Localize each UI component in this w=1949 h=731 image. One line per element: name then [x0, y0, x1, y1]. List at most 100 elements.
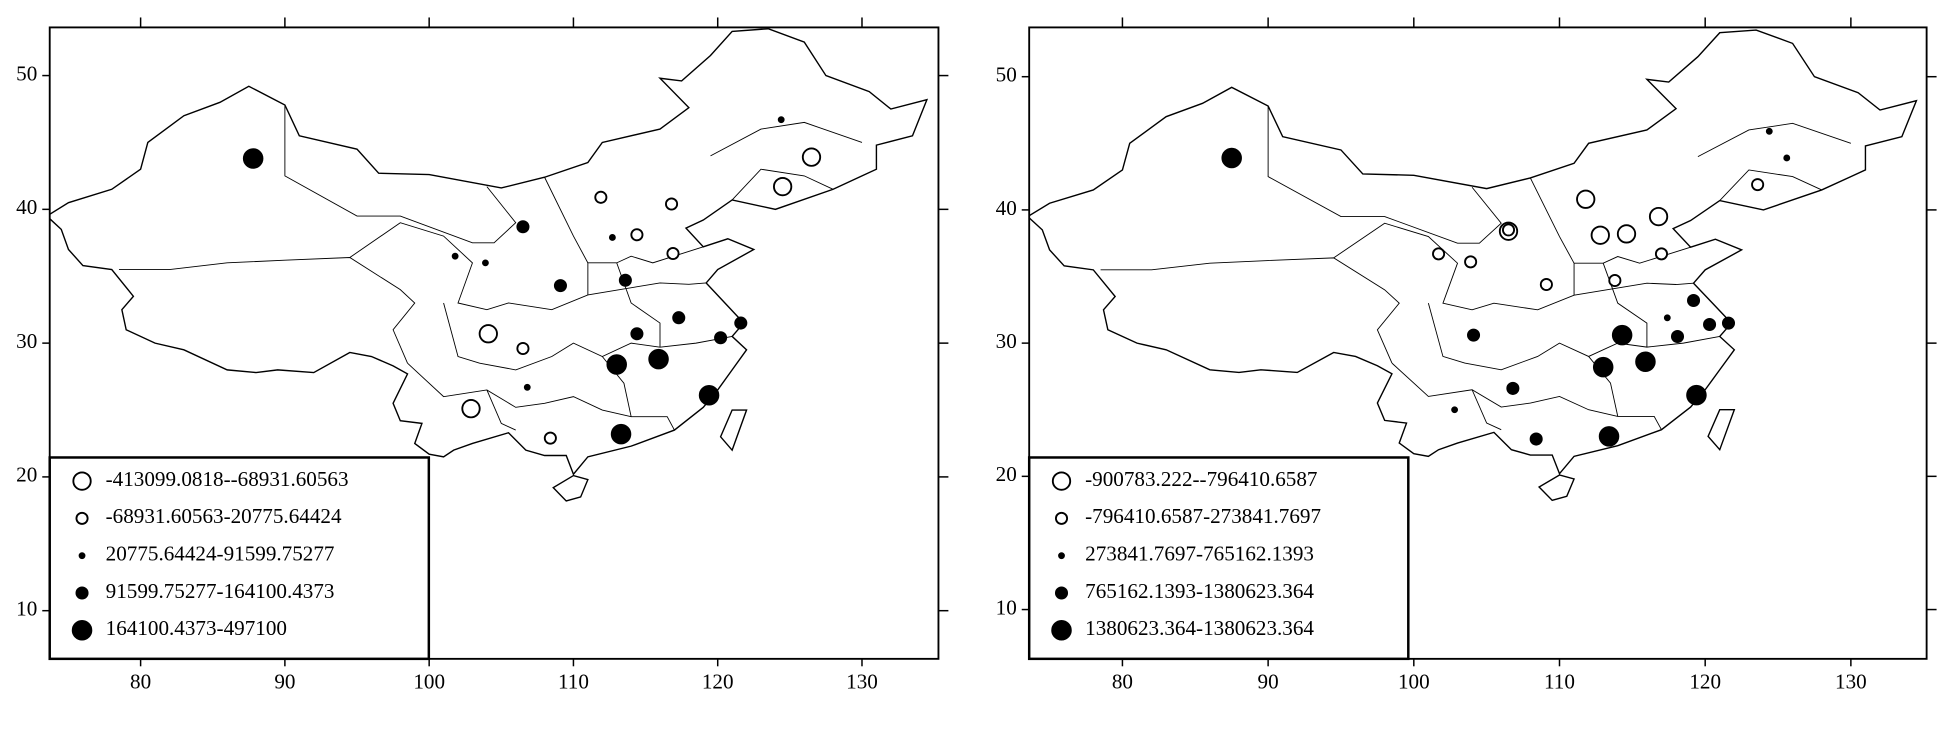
data-point: [610, 423, 632, 445]
data-point: [666, 246, 680, 261]
data-point: [543, 431, 557, 445]
data-point: [1221, 147, 1242, 169]
data-point: [773, 176, 793, 197]
data-point: [1501, 223, 1516, 237]
legend-label: -413099.0818--68931.60563: [106, 467, 349, 491]
x-tick-label: 90: [274, 670, 295, 694]
data-point: [1686, 384, 1707, 406]
data-point: [461, 399, 481, 419]
data-point: [665, 197, 679, 211]
legend-label: 164100.4373-497100: [106, 616, 287, 640]
data-point: [1721, 316, 1736, 330]
data-point: [553, 279, 567, 293]
data-point: [1765, 127, 1773, 135]
x-tick-label: 130: [1835, 670, 1867, 694]
data-point: [1432, 247, 1446, 261]
legend-label: 20775.64424-91599.75277: [106, 542, 335, 566]
data-point: [714, 331, 728, 345]
legend-symbol: [71, 620, 93, 641]
data-point: [478, 324, 498, 344]
legend-box: [48, 456, 431, 661]
legend-label: 765162.1393-1380623.364: [1085, 579, 1314, 603]
legend-symbol: [75, 586, 89, 600]
data-point: [1751, 178, 1765, 192]
data-point: [523, 383, 531, 391]
data-point: [482, 259, 489, 267]
data-point: [1608, 273, 1622, 288]
y-tick-label: 20: [16, 463, 37, 487]
legend-box: [1027, 456, 1410, 661]
legend-label: -68931.60563-20775.64424: [106, 504, 342, 528]
legend: -900783.222--796410.6587 -796410.6587-273…: [1027, 456, 1410, 661]
data-point: [1687, 293, 1701, 308]
data-point: [1783, 154, 1791, 162]
data-point: [451, 252, 459, 260]
y-tick-label: 20: [996, 462, 1017, 486]
data-point: [1663, 314, 1671, 322]
data-point: [1703, 317, 1717, 332]
y-tick-label: 40: [16, 195, 37, 219]
legend-label: 273841.7697-765162.1393: [1085, 542, 1314, 566]
x-tick-label: 120: [702, 670, 734, 694]
data-point: [1648, 206, 1669, 227]
data-point: [734, 316, 748, 330]
y-tick-label: 10: [996, 595, 1017, 619]
data-point: [516, 220, 530, 234]
x-tick-label: 80: [1112, 670, 1133, 694]
y-tick-label: 30: [16, 329, 37, 353]
x-tick-label: 110: [1544, 670, 1575, 694]
data-point: [1616, 224, 1637, 244]
legend-label: -796410.6587-273841.7697: [1085, 504, 1321, 528]
data-point: [801, 147, 822, 167]
data-point: [1529, 432, 1543, 446]
legend-symbol: [1051, 471, 1072, 491]
x-tick-label: 120: [1689, 670, 1721, 694]
data-point: [1598, 426, 1620, 447]
data-point: [1635, 351, 1656, 373]
legend-symbol: [1054, 586, 1069, 600]
data-point: [1506, 381, 1520, 395]
data-point: [1592, 356, 1614, 378]
legend-symbol: [75, 511, 89, 525]
data-point: [608, 234, 616, 241]
map-panel: 80 90 100 110 120 130 10 20 30 40 50 -900783.222--7…: [996, 17, 1937, 694]
y-tick-label: 50: [16, 61, 37, 85]
data-point: [1670, 329, 1685, 343]
data-point: [606, 354, 627, 375]
data-point: [1451, 406, 1459, 414]
x-tick-label: 100: [413, 670, 445, 694]
legend-label: -900783.222--796410.6587: [1085, 467, 1317, 491]
data-point: [1611, 324, 1633, 346]
y-tick-label: 40: [996, 196, 1017, 220]
data-point: [672, 311, 686, 325]
x-tick-label: 90: [1258, 670, 1279, 694]
data-point: [698, 385, 720, 406]
legend: -413099.0818--68931.60563 -68931.60563-20…: [48, 456, 431, 661]
legend-label: 91599.75277-164100.4373: [106, 579, 335, 603]
data-point: [630, 228, 644, 242]
data-point: [1590, 225, 1610, 245]
x-tick-label: 130: [846, 670, 878, 694]
x-tick-label: 100: [1398, 670, 1430, 694]
y-tick-label: 30: [996, 329, 1017, 353]
data-point: [1467, 328, 1481, 342]
legend-symbol: [1051, 620, 1072, 641]
x-tick-label: 110: [558, 670, 589, 694]
data-point: [1654, 247, 1669, 261]
data-point: [594, 190, 608, 204]
data-point: [618, 273, 632, 287]
data-point: [1576, 189, 1596, 209]
data-point: [630, 327, 644, 341]
legend-symbol: [72, 471, 92, 491]
data-point: [648, 348, 669, 370]
map-panel: 80 90 100 110 120 130 10 20 30 40 50 -413099.0818--…: [16, 17, 949, 694]
legend-label: 1380623.364-1380623.364: [1085, 616, 1314, 640]
legend-symbol: [1054, 511, 1069, 525]
legend-symbol: [1058, 552, 1065, 560]
data-point: [516, 341, 530, 356]
legend-symbol: [78, 552, 86, 560]
y-tick-label: 50: [996, 63, 1017, 87]
y-tick-label: 10: [16, 597, 37, 621]
data-point: [777, 116, 785, 124]
